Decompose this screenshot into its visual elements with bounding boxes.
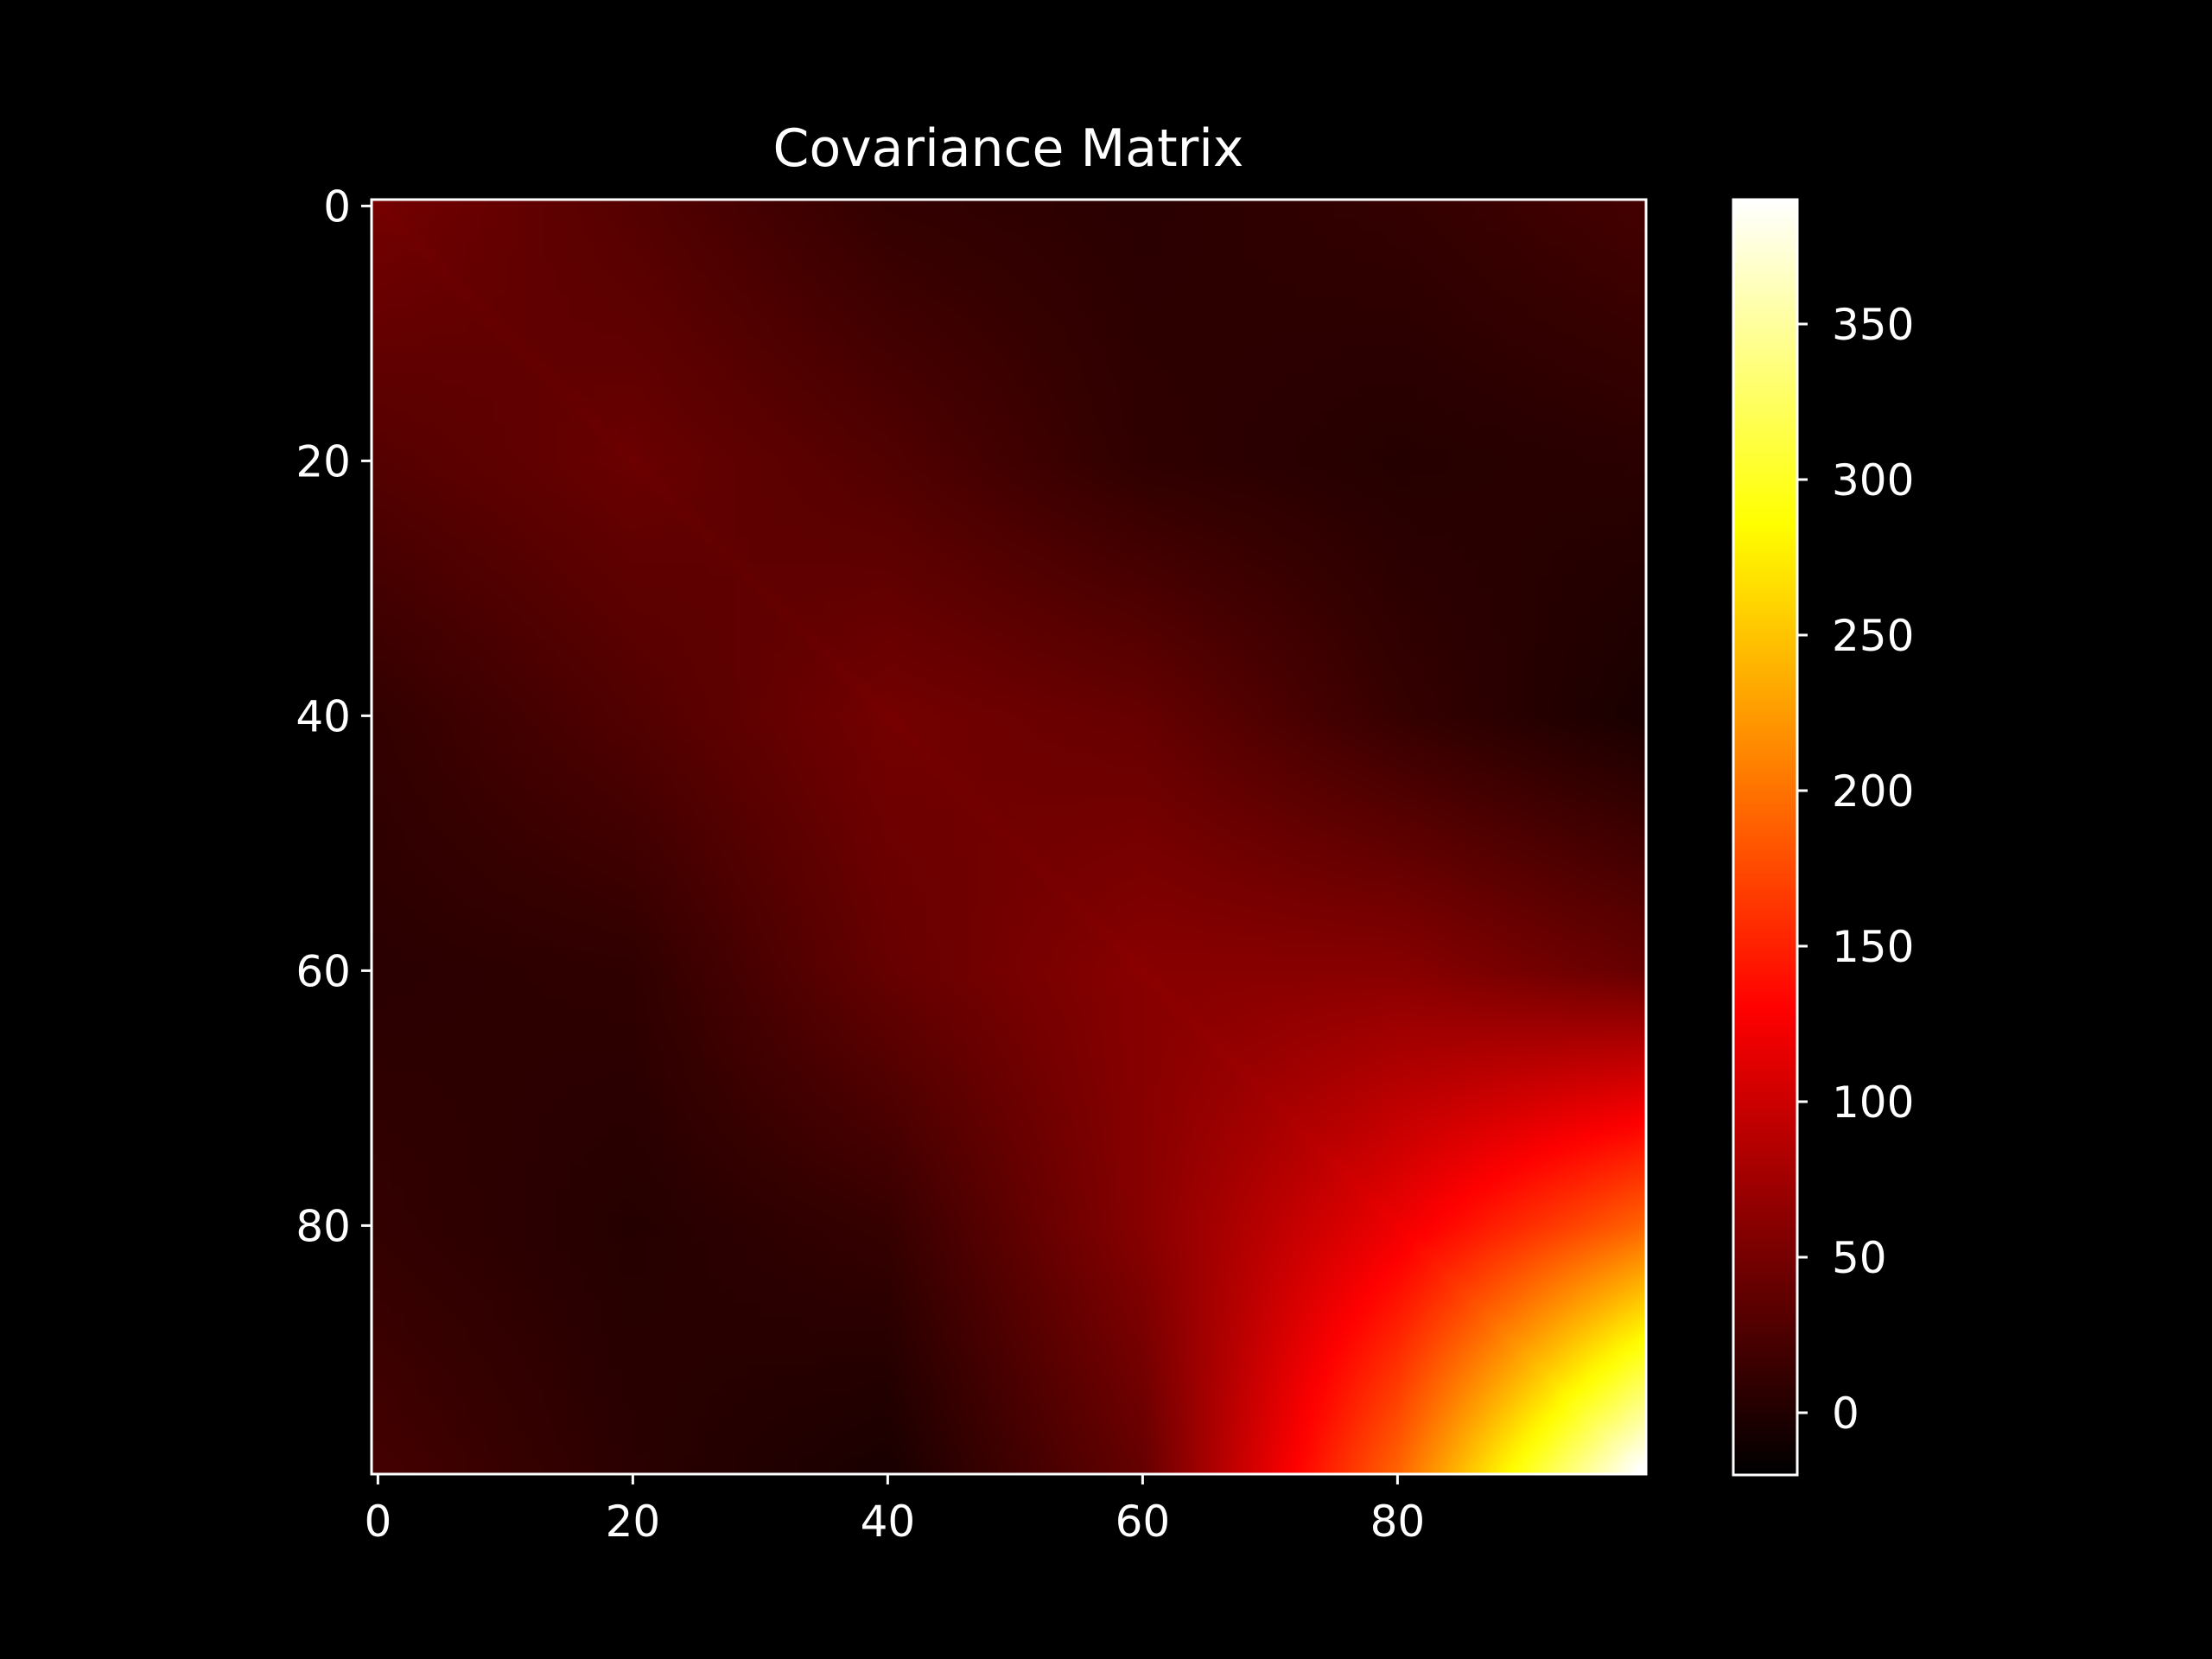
y-axis-ticks: 0 20 40 60 80: [296, 181, 372, 1251]
y-tick-label: 60: [296, 946, 351, 996]
x-tick-label: 20: [606, 1497, 661, 1547]
axes-frame: [370, 198, 1648, 1476]
heatmap-image: [372, 200, 1646, 1474]
y-tick-label: 0: [323, 181, 351, 232]
x-axis-ticks: 0 20 40 60 80: [364, 1474, 1425, 1547]
x-tick-label: 80: [1370, 1497, 1426, 1547]
colorbar-tick-label: 300: [1832, 455, 1914, 505]
colorbar-tick-label: 50: [1832, 1233, 1887, 1283]
colorbar-tick-label: 200: [1832, 766, 1914, 817]
colorbar-tick-label: 0: [1832, 1389, 1859, 1439]
chart-title: Covariance Matrix: [773, 118, 1244, 179]
colorbar-tick-label: 150: [1832, 922, 1914, 972]
colorbar-ticks: 0 50 100 150 200 250 300 350: [1797, 300, 1914, 1439]
colorbar-border: [1732, 198, 1799, 1477]
colorbar-tick-label: 250: [1832, 611, 1914, 661]
x-tick-label: 40: [861, 1497, 916, 1547]
y-tick-label: 20: [296, 436, 351, 486]
x-tick-label: 0: [364, 1497, 391, 1547]
y-tick-label: 80: [296, 1201, 351, 1251]
y-tick-label: 40: [296, 691, 351, 741]
axes-border: [370, 198, 1648, 1476]
x-tick-label: 60: [1116, 1497, 1171, 1547]
colorbar-tick-label: 350: [1832, 300, 1914, 350]
colorbar-gradient: [1733, 200, 1797, 1475]
colorbar-frame: [1732, 198, 1799, 1477]
colorbar-tick-label: 100: [1832, 1077, 1914, 1128]
